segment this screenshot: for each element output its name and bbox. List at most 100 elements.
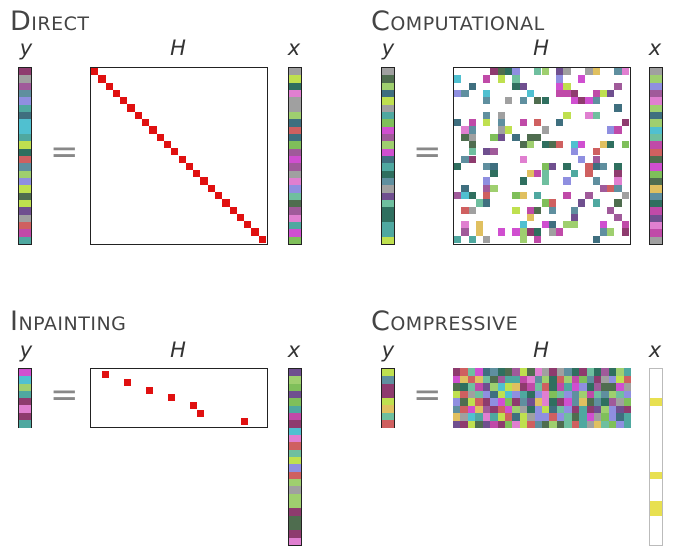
matrix-entry [482, 375, 491, 384]
matrix-entry [519, 221, 527, 229]
matrix-entry [490, 390, 498, 399]
matrix-entry [454, 162, 462, 171]
matrix-entry [185, 162, 194, 171]
matrix-entry [592, 111, 600, 120]
matrix-entry [526, 140, 535, 149]
matrix-entry [599, 140, 608, 149]
vector-entry [650, 156, 662, 164]
matrix-entry [497, 75, 506, 83]
matrix-entry [541, 97, 549, 105]
matrix-entry [586, 383, 595, 391]
matrix-entry [534, 405, 543, 414]
vector-entry [650, 515, 662, 524]
vector-entry [382, 75, 394, 84]
y-label: y [19, 36, 33, 60]
vector-entry [650, 222, 662, 230]
matrix-entry [601, 405, 610, 414]
matrix-entry [570, 97, 578, 105]
vector-entry [289, 391, 301, 399]
matrix-entry [534, 228, 542, 236]
matrix-entry [548, 228, 557, 236]
matrix-entry [497, 375, 506, 384]
matrix-entry [542, 405, 550, 414]
matrix-entry [564, 368, 573, 376]
matrix-entry [504, 398, 513, 406]
matrix-entry [564, 405, 573, 414]
vector-entry [289, 82, 301, 91]
h-label: H [170, 36, 186, 60]
matrix-entry [504, 375, 513, 384]
matrix-entry [512, 420, 521, 428]
matrix-entry [549, 383, 558, 391]
matrix-entry [548, 199, 557, 207]
h-matrix [90, 368, 268, 428]
matrix-entry [454, 89, 462, 98]
matrix-entry [541, 162, 549, 171]
matrix-entry [623, 375, 631, 384]
y-label: y [19, 338, 33, 362]
matrix-entry [614, 162, 622, 171]
matrix-entry [519, 398, 528, 406]
matrix-entry [497, 111, 506, 120]
matrix-entry [534, 119, 542, 127]
matrix-entry [608, 398, 617, 406]
vector-entry [650, 405, 662, 414]
vector-entry [19, 112, 31, 120]
matrix-entry [461, 221, 469, 229]
vector-entry [650, 369, 662, 377]
vector-entry [382, 419, 394, 428]
matrix-entry [592, 155, 600, 163]
vector-entry [19, 97, 31, 106]
matrix-entry [556, 140, 564, 149]
matrix-entry [592, 235, 600, 243]
matrix-entry [244, 221, 252, 229]
matrix-entry [497, 398, 506, 406]
matrix-entry [519, 368, 528, 376]
matrix-entry [577, 140, 586, 149]
matrix-entry [512, 133, 520, 141]
vector-entry [289, 75, 301, 84]
matrix-entry [623, 368, 631, 376]
vector-entry [382, 112, 394, 120]
matrix-entry [585, 111, 593, 120]
matrix-entry [607, 206, 615, 214]
matrix-entry [497, 390, 506, 399]
matrix-entry [563, 162, 571, 171]
matrix-entry [490, 162, 498, 171]
panel-title-computational: Computational [371, 6, 545, 37]
matrix-entry [579, 375, 587, 384]
matrix-entry [512, 413, 521, 421]
matrix-entry [527, 375, 535, 384]
vector-entry [289, 207, 301, 216]
x-label: x [287, 338, 301, 362]
matrix-entry [542, 375, 550, 384]
vector-entry [382, 398, 394, 406]
matrix-entry [453, 398, 461, 406]
vector-entry [382, 134, 394, 142]
matrix-entry [519, 235, 527, 243]
matrix-entry [616, 420, 624, 428]
matrix-entry [504, 420, 513, 428]
matrix-entry [519, 140, 527, 149]
matrix-entry [586, 420, 595, 428]
matrix-entry [512, 82, 520, 90]
matrix-entry [534, 133, 542, 141]
vector-entry [19, 163, 31, 172]
matrix-entry [504, 383, 513, 391]
matrix-entry [571, 368, 580, 376]
vector-entry [289, 104, 301, 113]
matrix-entry [142, 119, 150, 127]
matrix-entry [490, 184, 498, 192]
matrix-entry [512, 375, 521, 384]
vector-entry [19, 156, 31, 164]
x-label: x [648, 338, 662, 362]
matrix-entry [534, 383, 543, 391]
matrix-entry [527, 405, 535, 414]
vector-entry [382, 119, 394, 128]
matrix-entry [623, 413, 631, 421]
matrix-entry [519, 228, 527, 236]
matrix-entry [512, 191, 520, 200]
x-vector [649, 368, 663, 546]
vector-entry [650, 537, 662, 546]
x-vector [649, 67, 663, 245]
